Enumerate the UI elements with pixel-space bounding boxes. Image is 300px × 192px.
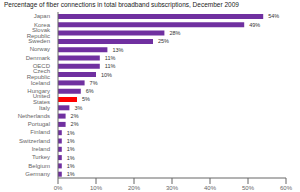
svg-text:0%: 0% xyxy=(54,185,63,191)
svg-text:Ireland: Ireland xyxy=(32,146,50,152)
svg-text:Germany: Germany xyxy=(25,171,50,177)
svg-text:5%: 5% xyxy=(82,96,90,102)
svg-text:11%: 11% xyxy=(105,63,116,69)
svg-text:25%: 25% xyxy=(158,38,169,44)
svg-text:10%: 10% xyxy=(90,185,103,191)
svg-text:Turkey: Turkey xyxy=(32,154,50,160)
svg-text:2%: 2% xyxy=(71,121,79,127)
svg-text:Sweden: Sweden xyxy=(28,38,50,44)
svg-text:28%: 28% xyxy=(169,30,180,36)
svg-text:1%: 1% xyxy=(67,130,75,136)
svg-text:40%: 40% xyxy=(204,185,217,191)
svg-text:OECD: OECD xyxy=(33,63,51,69)
svg-text:Hungary: Hungary xyxy=(27,88,50,94)
svg-text:Italy: Italy xyxy=(39,105,50,111)
svg-text:30%: 30% xyxy=(166,185,179,191)
svg-text:Finland: Finland xyxy=(30,129,50,135)
svg-text:50%: 50% xyxy=(242,185,255,191)
svg-text:SlovakRepublic: SlovakRepublic xyxy=(27,27,51,39)
svg-text:11%: 11% xyxy=(105,55,116,61)
svg-text:7%: 7% xyxy=(90,80,98,86)
svg-text:Portugal: Portugal xyxy=(28,121,50,127)
svg-text:Denmark: Denmark xyxy=(26,55,51,61)
svg-text:CzechRepublic: CzechRepublic xyxy=(27,68,50,80)
svg-text:Switzerland: Switzerland xyxy=(19,138,50,144)
svg-text:6%: 6% xyxy=(86,88,94,94)
svg-text:Norway: Norway xyxy=(30,46,50,52)
svg-text:49%: 49% xyxy=(249,22,260,28)
svg-text:2%: 2% xyxy=(71,113,79,119)
svg-text:20%: 20% xyxy=(128,185,141,191)
svg-text:Korea: Korea xyxy=(34,22,51,28)
svg-text:Iceland: Iceland xyxy=(31,80,50,86)
svg-text:Netherlands: Netherlands xyxy=(18,113,50,119)
svg-text:1%: 1% xyxy=(67,163,75,169)
svg-text:Belgium: Belgium xyxy=(28,163,50,169)
svg-text:13%: 13% xyxy=(112,47,123,53)
svg-text:1%: 1% xyxy=(67,171,75,177)
svg-text:10%: 10% xyxy=(101,72,112,78)
html-text:Percentage of fiber connection: Percentage of fiber connections in total… xyxy=(4,1,239,8)
svg-text:3%: 3% xyxy=(74,105,82,111)
svg-text:54%: 54% xyxy=(268,13,279,19)
svg-text:1%: 1% xyxy=(67,138,75,144)
svg-text:UnitedStates: UnitedStates xyxy=(33,93,50,105)
svg-text:1%: 1% xyxy=(67,155,75,161)
svg-text:1%: 1% xyxy=(67,146,75,152)
svg-text:Japan: Japan xyxy=(34,13,50,19)
svg-text:60%: 60% xyxy=(280,185,292,191)
